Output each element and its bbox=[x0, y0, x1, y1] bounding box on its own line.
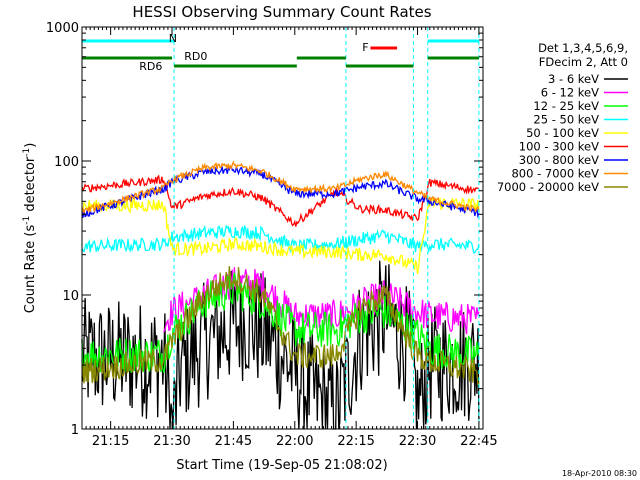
flag-label-f: F bbox=[362, 41, 368, 54]
series-7000-20000-kev bbox=[81, 266, 480, 386]
series-800-7000-kev bbox=[81, 160, 480, 215]
legend-label-12-25-kev: 12 - 25 keV bbox=[533, 99, 599, 113]
legend-label-6-12-kev: 6 - 12 keV bbox=[541, 86, 599, 100]
legend-label-50-100-kev: 50 - 100 keV bbox=[526, 126, 599, 140]
x-tick-label: 22:45 bbox=[460, 434, 497, 449]
legend: Det 1,3,4,5,6,9, FDecim 2, Att 0 3 - 6 k… bbox=[497, 41, 628, 194]
chart-title: HESSI Observing Summary Count Rates bbox=[132, 3, 431, 21]
y-axis-label: Count Rate (s-1 detector-1) bbox=[22, 143, 38, 314]
x-axis-label: Start Time (19-Sep-05 21:08:02) bbox=[176, 458, 387, 473]
x-tick-label: 21:45 bbox=[215, 434, 252, 449]
x-axis: 21:15 21:30 21:45 22:00 22:15 22:30 22:45 bbox=[81, 27, 498, 449]
x-tick-label: 21:15 bbox=[92, 434, 129, 449]
flag-label-rd0: RD0 bbox=[184, 50, 207, 63]
x-tick-label: 22:15 bbox=[337, 434, 374, 449]
series-traces bbox=[81, 160, 480, 430]
legend-label-800-7000-kev: 800 - 7000 keV bbox=[511, 167, 599, 181]
legend-header-line2: FDecim 2, Att 0 bbox=[539, 55, 628, 69]
y-tick-label: 1 bbox=[71, 423, 79, 438]
legend-label-25-50-kev: 25 - 50 keV bbox=[533, 113, 599, 127]
y-tick-label: 10 bbox=[62, 289, 79, 304]
legend-label-7000-20000-kev: 7000 - 20000 keV bbox=[497, 180, 599, 194]
legend-label-3-6-kev: 3 - 6 keV bbox=[548, 72, 599, 86]
y-tick-label: 1000 bbox=[46, 21, 79, 36]
legend-header-line1: Det 1,3,4,5,6,9, bbox=[538, 41, 628, 55]
flag-label-rd6: RD6 bbox=[139, 60, 162, 73]
legend-label-300-800-kev: 300 - 800 keV bbox=[519, 153, 599, 167]
generation-timestamp: 18-Apr-2010 08:30 bbox=[562, 469, 637, 478]
flag-label-n: N bbox=[169, 32, 177, 45]
series-50-100-kev bbox=[81, 197, 480, 275]
x-tick-label: 21:30 bbox=[153, 434, 190, 449]
x-tick-label: 22:30 bbox=[399, 434, 436, 449]
series-3-6-kev bbox=[81, 260, 480, 430]
x-tick-label: 22:00 bbox=[276, 434, 313, 449]
y-tick-label: 100 bbox=[54, 155, 79, 170]
legend-label-100-300-kev: 100 - 300 keV bbox=[519, 140, 599, 154]
series-25-50-kev bbox=[81, 224, 480, 254]
observing-flags: N RD0 RD6 F bbox=[81, 27, 480, 429]
series-100-300-kev bbox=[81, 174, 480, 227]
y-axis: 1 10 100 1000 bbox=[46, 21, 483, 438]
